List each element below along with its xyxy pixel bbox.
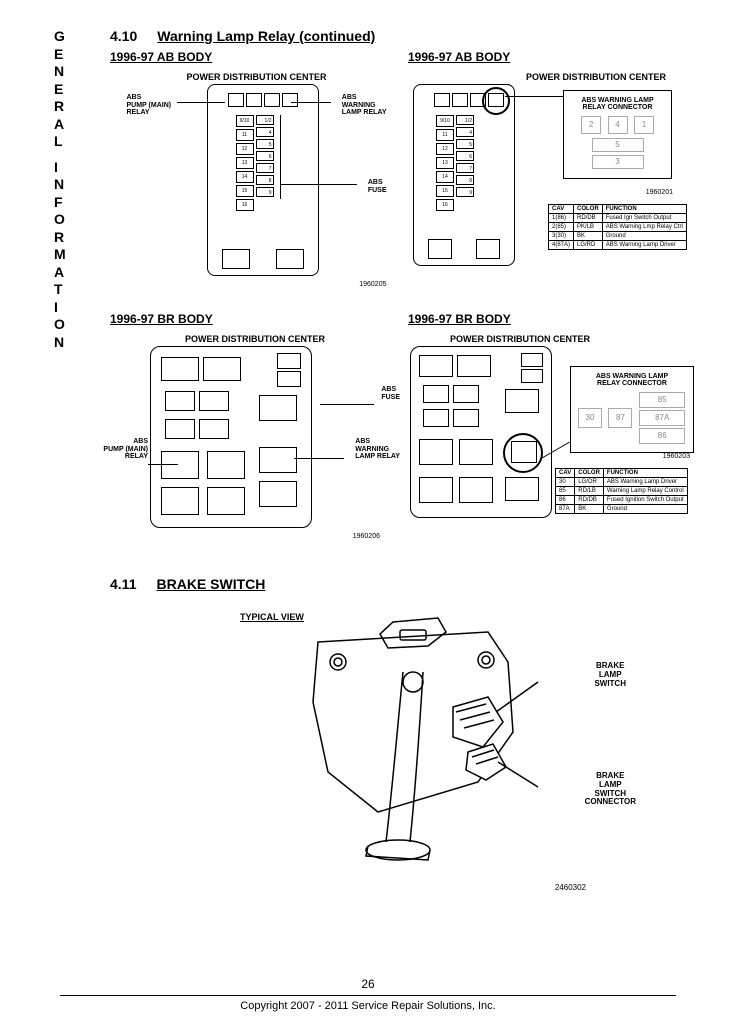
connector-pin: 87	[608, 408, 632, 428]
connector-pin: 85	[639, 392, 685, 408]
abs-pump-relay-callout: ABSPUMP (MAIN)RELAY	[100, 438, 148, 461]
br-diagram-left: POWER DISTRIBUTION CENTER	[110, 334, 400, 554]
pdc-label: POWER DISTRIBUTION CENTER	[410, 334, 710, 344]
fig-number-ab-left: 1960205	[359, 281, 386, 288]
abs-fuse-callout: ABSFUSE	[381, 386, 400, 401]
fig-number-ab-right: 1960201	[646, 189, 673, 196]
br-diagram-right: POWER DISTRIBUTION CENTER	[410, 334, 710, 554]
section-411-title: BRAKE SWITCH	[156, 576, 265, 592]
connector-pin: 2	[581, 116, 601, 134]
abs-warning-relay-callout: ABSWARNINGLAMP RELAY	[355, 438, 400, 461]
brake-lamp-switch-label: BRAKELAMPSWITCH	[594, 662, 626, 688]
connector-pin: 4	[608, 116, 628, 134]
ab-diagram-left: POWER DISTRIBUTION CENTER 9/101112131415…	[110, 72, 403, 292]
connector-pin: 1	[634, 116, 654, 134]
ab-diagram-right: POWER DISTRIBUTION CENTER 9/101112131415…	[413, 72, 706, 292]
connector-pin: 87A	[639, 410, 685, 426]
relay-connector-title: ABS WARNING LAMPRELAY CONNECTOR	[577, 373, 687, 387]
abs-warning-relay-callout: ABSWARNINGLAMP RELAY	[342, 94, 387, 117]
abs-fuse-callout: ABSFUSE	[368, 179, 387, 194]
fig-number-brake: 2460302	[555, 883, 586, 892]
pdc-label: POWER DISTRIBUTION CENTER	[110, 72, 403, 82]
br-body-heading-left: 1996-97 BR BODY	[110, 312, 408, 326]
page-number: 26	[0, 977, 736, 991]
fig-number-br-left: 1960206	[353, 533, 380, 540]
ab-body-heading-left: 1996-97 AB BODY	[110, 50, 408, 64]
typical-view-label: TYPICAL VIEW	[240, 612, 304, 622]
brake-switch-diagram: TYPICAL VIEW	[110, 612, 706, 892]
connector-pin: 30	[578, 408, 602, 428]
connector-pin: 5	[592, 138, 644, 152]
connector-pin: 3	[592, 155, 644, 169]
pdc-label: POWER DISTRIBUTION CENTER	[110, 334, 400, 344]
abs-pump-relay-callout: ABSPUMP (MAIN)RELAY	[127, 94, 172, 117]
copyright-text: Copyright 2007 - 2011 Service Repair Sol…	[0, 1000, 736, 1012]
connector-pin: 86	[639, 428, 685, 444]
ab-body-heading-right: 1996-97 AB BODY	[408, 50, 706, 64]
sidebar-label: GENERAL INFORMATION	[54, 28, 68, 351]
pdc-label: POWER DISTRIBUTION CENTER	[413, 72, 706, 82]
brake-lamp-switch-conn-label: BRAKELAMPSWITCHCONNECTOR	[585, 772, 636, 807]
section-410-title: Warning Lamp Relay (continued)	[157, 28, 375, 44]
section-410-number: 4.10	[110, 28, 137, 44]
relay-connector-title: ABS WARNING LAMPRELAY CONNECTOR	[570, 97, 665, 111]
br-body-heading-right: 1996-97 BR BODY	[408, 312, 706, 326]
fig-number-br-right: 1960203	[663, 453, 690, 460]
br-cav-table: CAVCOLORFUNCTION 30LG/ORABS Warning Lamp…	[555, 468, 688, 514]
section-411-number: 4.11	[110, 576, 136, 592]
ab-cav-table: CAVCOLORFUNCTION 1(86)RD/DBFused Ign Swi…	[548, 204, 687, 250]
